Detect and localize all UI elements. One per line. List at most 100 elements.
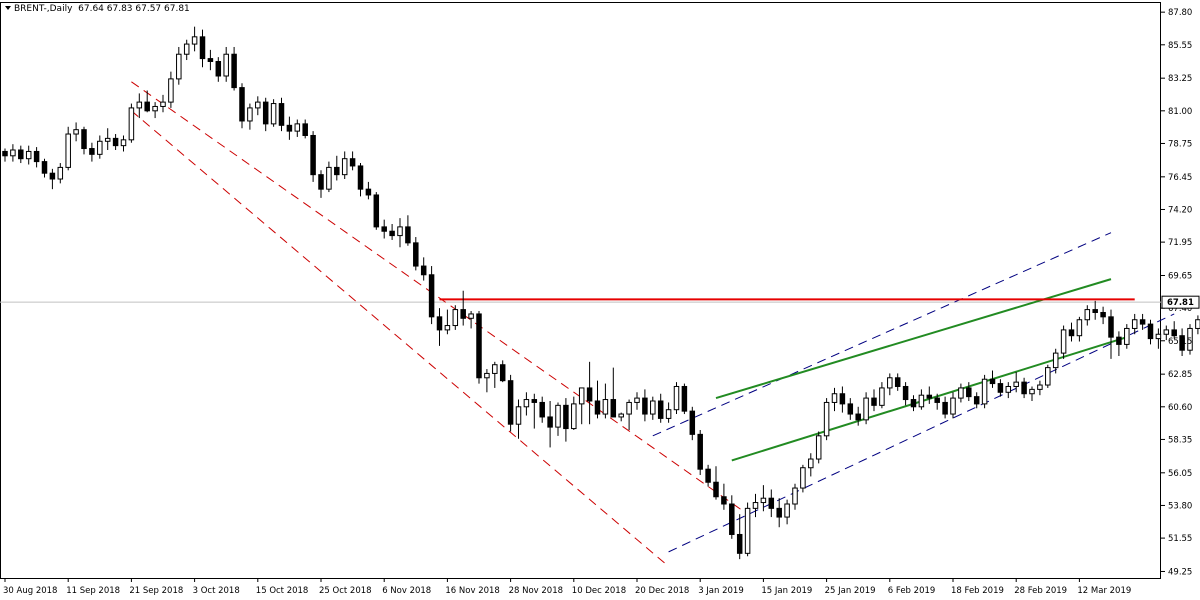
candle [341, 151, 348, 180]
candle-body [57, 166, 64, 180]
candle [950, 392, 956, 419]
candle [436, 308, 443, 346]
candle-body [689, 410, 696, 435]
candle [902, 382, 909, 406]
candle-body [642, 397, 648, 415]
candle [136, 93, 143, 119]
candle [18, 145, 24, 164]
candle [373, 192, 380, 230]
candle-body [302, 123, 308, 136]
candle-body [428, 274, 435, 318]
candle-body [958, 387, 964, 399]
candle-body [879, 387, 885, 406]
candle-body [476, 313, 482, 379]
candle-body [1171, 329, 1177, 337]
price-tick-label: 62.85 [1168, 370, 1192, 380]
candle-body [436, 316, 443, 331]
candle [697, 430, 703, 475]
time-axis: 30 Aug 2018 11 Sep 2018 21 Sep 2018 3 Oct 2… [3, 578, 1131, 596]
candle [523, 392, 530, 416]
candle-body [910, 399, 917, 408]
candle [176, 46, 182, 85]
time-tick-label: 3 Jan 2019 [698, 586, 744, 596]
candle-body [10, 149, 16, 157]
price-tick-label: 67.40 [1168, 304, 1192, 314]
candle-body [357, 165, 364, 190]
candle [152, 102, 158, 119]
candle [49, 168, 56, 190]
candle [326, 161, 332, 193]
dropdown-triangle-icon[interactable] [5, 6, 11, 10]
candle [278, 97, 285, 132]
candle-body [420, 265, 427, 276]
candle-body [736, 533, 743, 554]
candle [894, 373, 901, 391]
candle [729, 495, 735, 539]
candle [73, 122, 79, 142]
candle-body [1163, 329, 1170, 335]
candle [191, 26, 198, 52]
candle [1092, 300, 1098, 320]
price-tick-label: 53.80 [1168, 501, 1192, 511]
candle [310, 131, 316, 182]
candle [476, 311, 482, 384]
candle [736, 514, 743, 560]
time-tick-label: 15 Jan 2019 [761, 586, 812, 596]
candle [144, 90, 150, 113]
candle [215, 57, 222, 82]
candle [744, 502, 751, 557]
time-tick-label: 3 Oct 2018 [193, 586, 240, 596]
candle-body [1131, 319, 1138, 329]
candle [1131, 313, 1138, 335]
candle [2, 148, 8, 162]
candle [183, 39, 190, 61]
candle [112, 134, 119, 150]
time-tick-label: 28 Feb 2019 [1014, 586, 1067, 596]
candle [81, 126, 87, 155]
candle [1060, 325, 1067, 359]
candle-body [705, 468, 711, 483]
candle-body [578, 387, 585, 405]
candle [420, 257, 427, 281]
candle [1037, 380, 1043, 396]
candle [1187, 324, 1193, 355]
candle [1147, 319, 1154, 345]
candle [349, 151, 356, 171]
candle-body [2, 150, 8, 157]
candle-body [792, 487, 798, 505]
price-tick-label: 49.25 [1168, 567, 1192, 577]
candle-body [847, 403, 854, 415]
candle-body [1108, 316, 1114, 338]
candle-body [1021, 381, 1027, 395]
time-tick-label: 25 Oct 2018 [319, 586, 372, 596]
candle [618, 412, 624, 422]
candle-body [1195, 319, 1200, 329]
candle-body [673, 385, 680, 411]
candle-body [697, 433, 703, 470]
candle [231, 46, 237, 91]
candle [689, 406, 696, 441]
candle-body [934, 397, 940, 403]
candle [444, 309, 451, 335]
candle-body [247, 107, 253, 122]
candle-body [555, 404, 561, 428]
price-tick-label: 58.35 [1168, 435, 1192, 445]
candle-body [586, 387, 593, 402]
candle-body [831, 393, 838, 403]
candle-body [650, 400, 656, 415]
candle [760, 485, 767, 512]
candle-body [144, 101, 150, 112]
candle [768, 489, 775, 518]
candle-body [176, 53, 182, 80]
candle-body [128, 107, 135, 141]
candle-body [444, 325, 451, 331]
candle-body [49, 172, 56, 180]
candle-body [839, 393, 846, 405]
candle [1195, 315, 1200, 335]
candle [413, 237, 419, 271]
time-tick-label: 25 Jan 2019 [825, 586, 876, 596]
candle-body [278, 103, 285, 126]
candle-body [1116, 336, 1122, 345]
candle-body [286, 124, 293, 132]
